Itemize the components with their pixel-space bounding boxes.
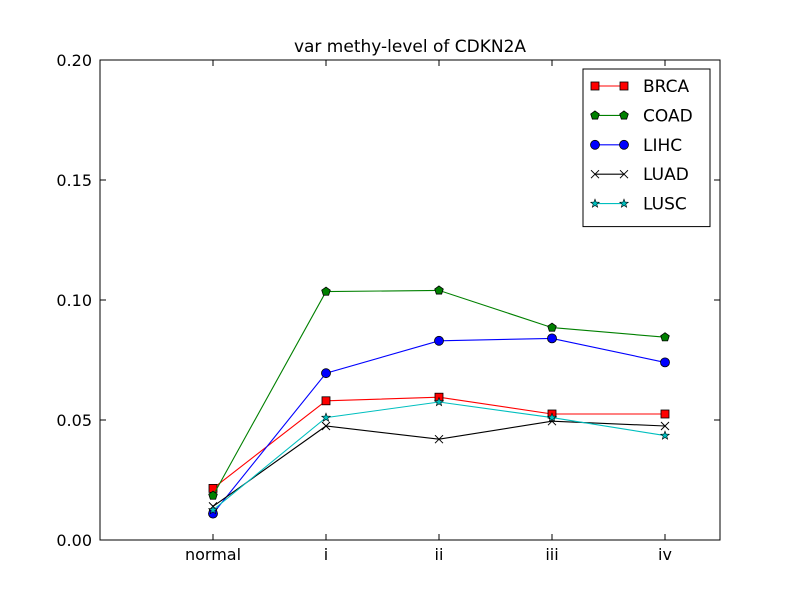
y-tick-label: 0.10 (56, 291, 92, 310)
data-point-lihc-iii (547, 333, 557, 344)
series-lusc (207, 396, 671, 515)
data-point-coad-iii (547, 322, 557, 332)
y-tick-label: 0.00 (56, 531, 92, 550)
data-point-coad-iv (660, 332, 670, 342)
data-point-lihc-iv (660, 357, 670, 368)
data-point-coad-normal (208, 490, 218, 500)
data-point-lihc-ii (434, 335, 444, 346)
legend-marker (619, 169, 629, 179)
legend-item-lihc: LIHC (590, 136, 682, 156)
legend-item-lusc: LUSC (589, 195, 687, 215)
legend-marker (618, 198, 630, 208)
legend-item-brca: BRCA (590, 77, 689, 97)
chart-title: var methy-level of CDKN2A (294, 37, 526, 57)
data-point-lusc-ii (433, 396, 445, 407)
legend-label: LUSC (643, 195, 687, 215)
legend-marker (590, 169, 600, 179)
legend-marker (619, 139, 629, 150)
legend-marker (590, 139, 600, 150)
data-point-coad-i (321, 286, 331, 296)
legend-box (582, 68, 711, 228)
series-layer (207, 285, 671, 519)
data-point-brca-iv (660, 409, 670, 419)
legend-marker (589, 198, 601, 208)
data-point-luad-i (321, 421, 331, 431)
x-tick-label: ii (435, 545, 444, 564)
y-tick-label: 0.05 (56, 411, 92, 430)
legend-label: BRCA (643, 77, 689, 97)
legend-marker (590, 110, 600, 120)
legend-label: COAD (643, 106, 693, 126)
series-coad (208, 285, 670, 500)
legend-item-luad: LUAD (590, 165, 689, 185)
data-point-lihc-i (321, 368, 331, 379)
legend-label: LUAD (643, 165, 689, 185)
x-tick-label: normal (185, 545, 241, 564)
legend-marker (619, 81, 629, 91)
marker-stroke (434, 434, 444, 444)
x-tick-label: iv (658, 545, 672, 564)
data-point-brca-i (321, 396, 331, 406)
legend-marker (590, 81, 600, 91)
legend-item-coad: COAD (590, 106, 693, 126)
series-lihc (208, 333, 670, 519)
data-point-coad-ii (434, 285, 444, 295)
legend: BRCA COAD LIHC LUAD LUSC (582, 68, 711, 228)
data-point-luad-iv (660, 421, 670, 431)
y-tick-label: 0.15 (56, 171, 92, 190)
x-tick-label: i (324, 545, 328, 564)
data-point-lusc-i (320, 412, 332, 422)
y-tick-label: 0.20 (56, 51, 92, 70)
data-point-lusc-iv (659, 430, 671, 440)
data-point-lusc-normal (207, 504, 219, 515)
marker-stroke (590, 169, 600, 179)
marker-stroke (660, 421, 670, 431)
marker-stroke (321, 421, 331, 431)
legend-marker (619, 110, 629, 120)
legend-label: LIHC (643, 136, 682, 156)
marker-stroke (619, 169, 629, 179)
data-point-lusc-iii (546, 412, 558, 422)
x-tick-label: iii (545, 545, 558, 564)
data-point-luad-ii (434, 434, 444, 444)
